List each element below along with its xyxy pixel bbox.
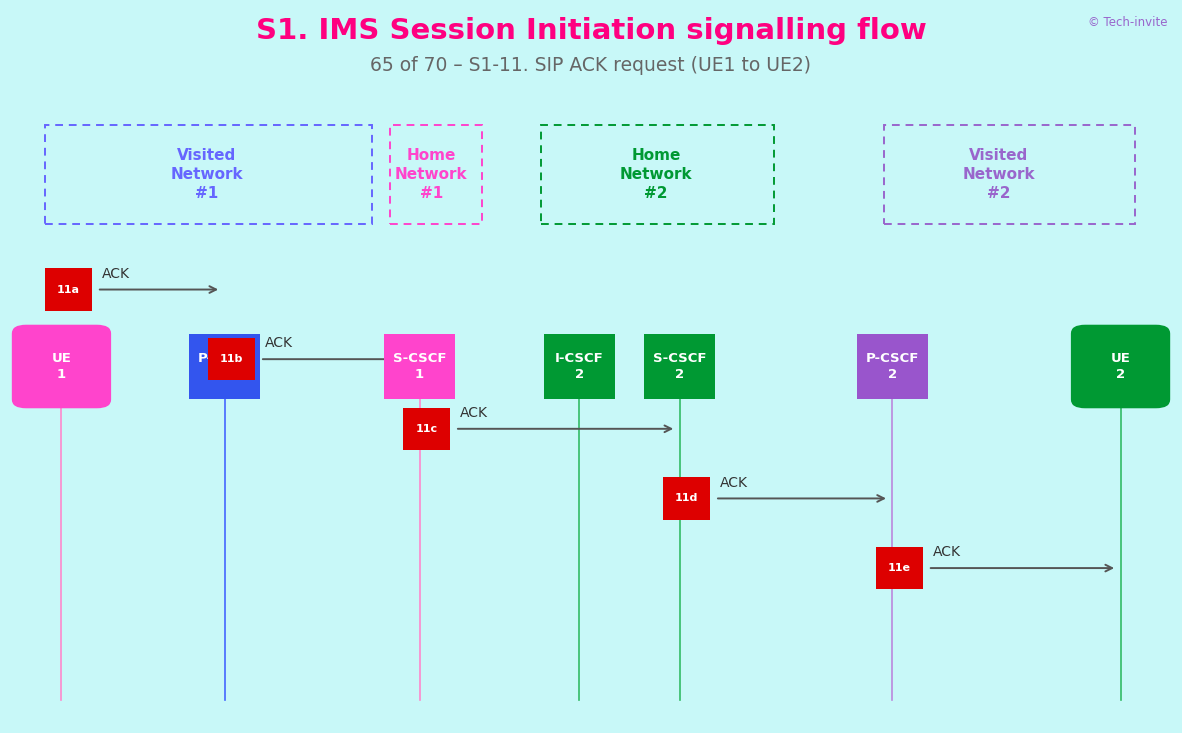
Bar (384, 334, 455, 399)
Text: Home
Network
#1: Home Network #1 (395, 148, 468, 201)
Text: ACK: ACK (933, 545, 961, 559)
Text: ACK: ACK (265, 336, 293, 350)
Text: © Tech-invite: © Tech-invite (1089, 16, 1168, 29)
Bar (544, 334, 615, 399)
Text: Home
Network
#2: Home Network #2 (619, 148, 693, 201)
Text: 11e: 11e (888, 563, 911, 573)
Text: UE
1: UE 1 (52, 353, 71, 380)
Text: P-CSCF
2: P-CSCF 2 (865, 353, 920, 380)
Bar (644, 334, 715, 399)
Bar (857, 334, 928, 399)
Text: 11c: 11c (416, 424, 437, 434)
Bar (403, 408, 450, 450)
Bar (663, 477, 710, 520)
Bar (189, 334, 260, 399)
Text: ACK: ACK (460, 406, 488, 420)
Text: S-CSCF
2: S-CSCF 2 (652, 353, 707, 380)
Text: UE
2: UE 2 (1111, 353, 1130, 380)
Text: Visited
Network
#1: Visited Network #1 (170, 148, 243, 201)
Bar (876, 547, 923, 589)
Text: S-CSCF
1: S-CSCF 1 (392, 353, 447, 380)
Text: S1. IMS Session Initiation signalling flow: S1. IMS Session Initiation signalling fl… (255, 17, 927, 45)
Bar (45, 268, 92, 311)
Text: 11d: 11d (675, 493, 699, 504)
Text: ACK: ACK (102, 267, 130, 281)
Text: 65 of 70 – S1-11. SIP ACK request (UE1 to UE2): 65 of 70 – S1-11. SIP ACK request (UE1 t… (370, 56, 812, 75)
FancyBboxPatch shape (12, 325, 111, 408)
Text: 11a: 11a (57, 284, 80, 295)
Text: P-CSCF
1: P-CSCF 1 (197, 353, 252, 380)
Text: I-CSCF
2: I-CSCF 2 (554, 353, 604, 380)
Text: ACK: ACK (720, 476, 748, 490)
Bar (208, 338, 255, 380)
Text: Visited
Network
#2: Visited Network #2 (962, 148, 1035, 201)
Text: 11b: 11b (220, 354, 243, 364)
FancyBboxPatch shape (1071, 325, 1170, 408)
